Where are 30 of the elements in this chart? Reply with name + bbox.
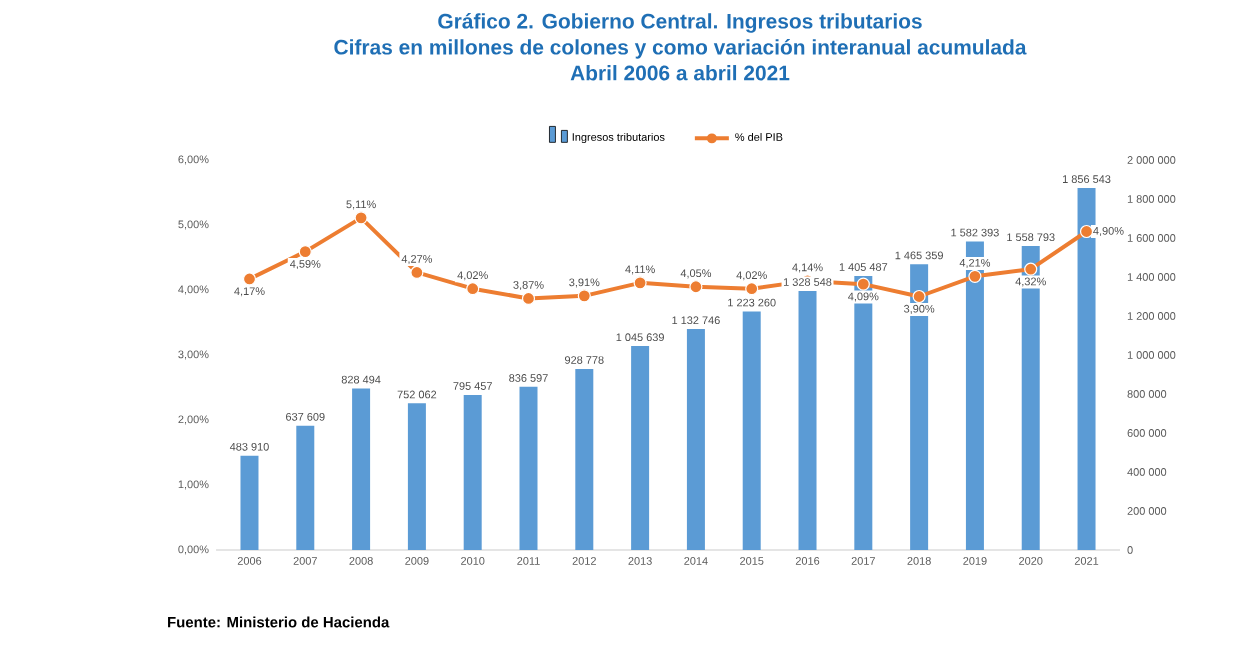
- bar: [742, 311, 761, 550]
- chart-title: Gráfico 2. Gobierno Central. Ingresos tributarios: [438, 13, 922, 33]
- point: [633, 276, 647, 290]
- bar: [296, 425, 315, 550]
- point: [298, 245, 312, 259]
- bar: [352, 388, 371, 550]
- bar: [407, 403, 426, 550]
- point: [466, 282, 480, 296]
- bar: [1077, 187, 1096, 550]
- text: Abril 2006 a abril 2021: [570, 65, 790, 81]
- point: [521, 291, 536, 306]
- point: [410, 265, 424, 280]
- bar: [519, 386, 538, 550]
- point: [856, 277, 870, 291]
- bar: [686, 329, 705, 550]
- bar: [798, 290, 817, 550]
- point: [1079, 224, 1094, 239]
- point: [1024, 262, 1038, 276]
- bar: [240, 455, 259, 550]
- point: [577, 289, 591, 303]
- point: [912, 289, 926, 304]
- point: [968, 269, 982, 283]
- chart-subtitle: Cifras en millones de colones y como variación interanual acumulada: [334, 39, 1027, 59]
- bar: [631, 346, 650, 550]
- bar: [575, 368, 594, 550]
- point: [689, 280, 703, 294]
- point: [354, 211, 368, 225]
- bar: [463, 394, 482, 550]
- point: [745, 282, 759, 296]
- point: [242, 272, 257, 286]
